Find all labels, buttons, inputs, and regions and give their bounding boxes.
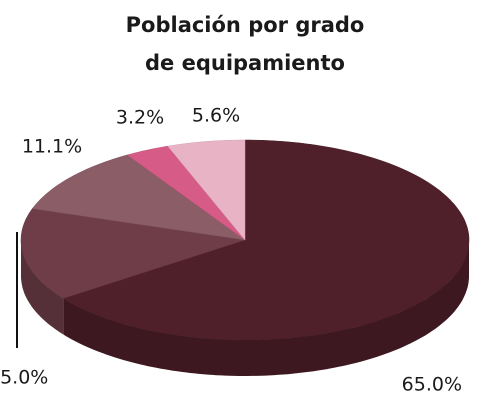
data-label: 5.6% — [192, 105, 240, 127]
chart-title: de equipamiento — [145, 51, 345, 75]
data-label: 11.1% — [22, 136, 82, 158]
slice-side — [63, 240, 469, 376]
slice — [126, 145, 246, 241]
data-label: 65.0% — [402, 374, 462, 396]
data-label: 15.0% — [0, 367, 48, 389]
slice-side — [21, 240, 64, 335]
slice — [167, 139, 246, 241]
data-label: 3.2% — [116, 107, 164, 129]
slice — [20, 208, 246, 299]
slice — [62, 139, 470, 341]
chart-title: Población por grado — [126, 13, 365, 37]
slice — [31, 154, 246, 241]
